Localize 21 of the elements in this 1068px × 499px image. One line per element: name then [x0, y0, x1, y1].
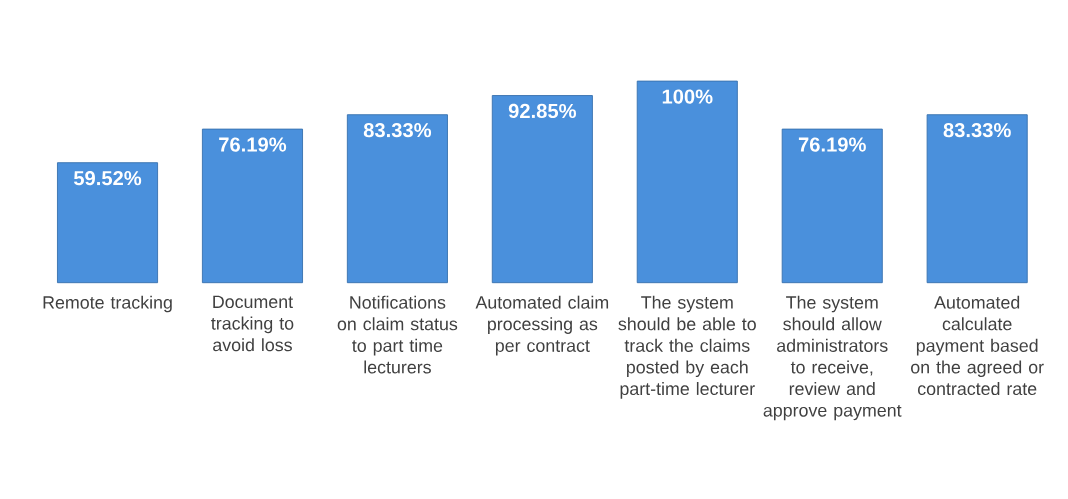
bar [56, 162, 159, 284]
x-tick-label: Automated claim processing as per contract [475, 295, 609, 356]
x-tick-label: Automated calculate payment based on the agreed or contracted rate [911, 295, 1044, 396]
x-tick-label: The system should allow administrators to receive, review and approve payment [763, 295, 902, 421]
bar [926, 114, 1028, 284]
data-label: 83.33% [363, 123, 432, 138]
x-tick-label: The system should be able to track the claims posted by each part-time lecturer [618, 295, 756, 399]
data-label: 100% [662, 89, 713, 104]
bar [781, 128, 883, 284]
x-tick-label: Document tracking to avoid loss [211, 295, 294, 352]
data-label: 83.33% [943, 123, 1011, 138]
bar [491, 95, 593, 284]
x-tick-label: Notifications on claim status to part time lecturers [337, 295, 458, 374]
data-label: 76.19% [798, 137, 866, 152]
x-tick-label: Remote tracking [43, 295, 172, 313]
data-label: 76.19% [219, 137, 287, 152]
data-label: 59.52% [73, 171, 142, 186]
bar [346, 114, 448, 284]
data-label: 92.85% [508, 103, 577, 119]
bar [636, 80, 738, 284]
bar [201, 128, 303, 284]
